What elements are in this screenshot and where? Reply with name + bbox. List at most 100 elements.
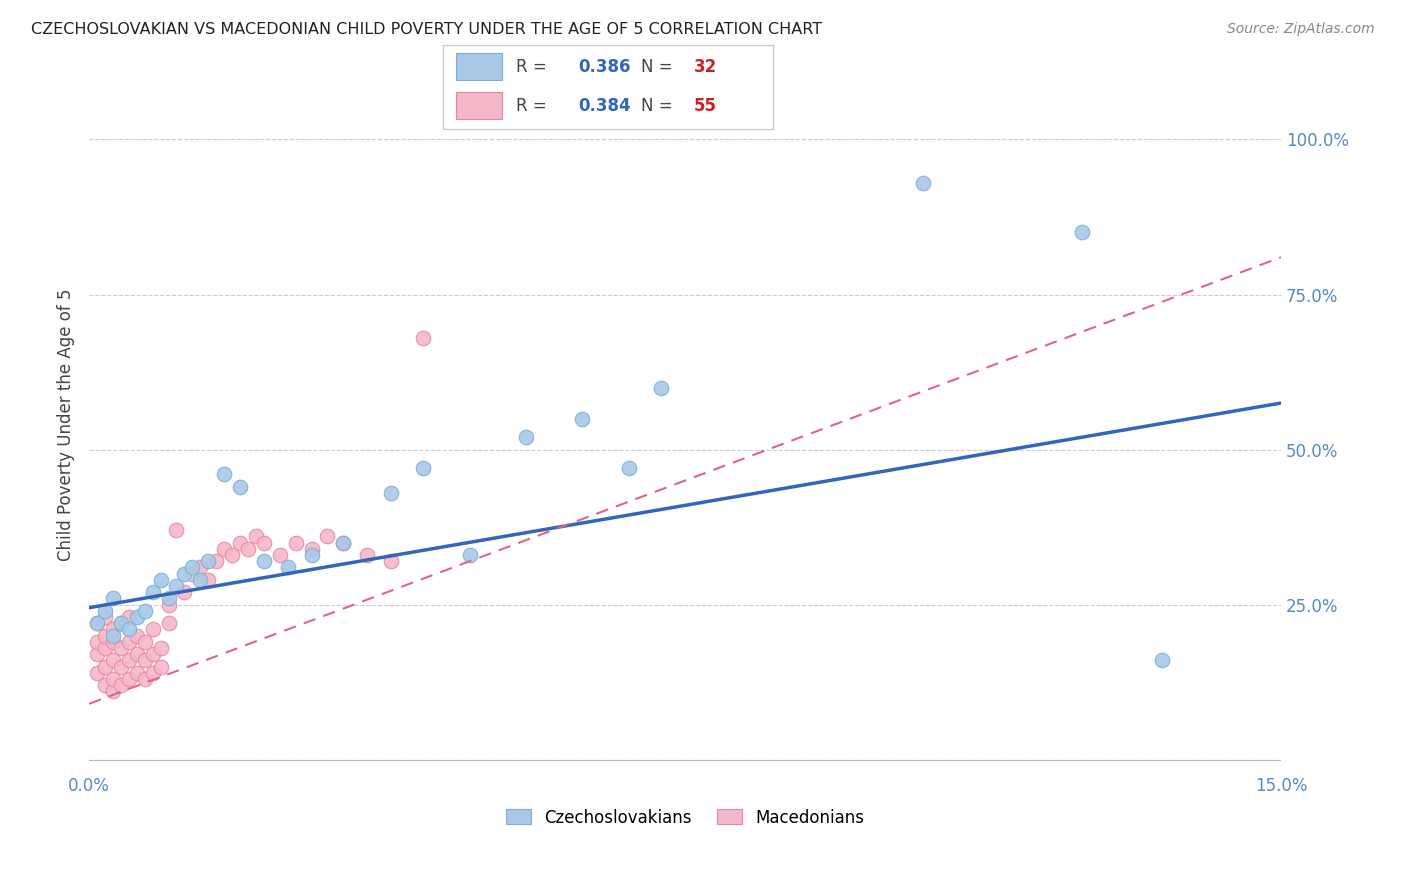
Point [94, 629, 117, 643]
Point [515, 430, 537, 444]
Point [650, 380, 672, 394]
Point [460, 548, 482, 562]
Point [380, 486, 402, 500]
Point [181, 560, 204, 574]
Point [94, 678, 117, 692]
Point [149, 640, 172, 655]
Point [236, 541, 259, 556]
Point [134, 635, 156, 649]
Point [94, 659, 117, 673]
Point [188, 573, 211, 587]
Legend: Czechoslovakians, Macedonians: Czechoslovakians, Macedonians [499, 802, 870, 833]
Text: Source: ZipAtlas.com: Source: ZipAtlas.com [1227, 22, 1375, 37]
Point [101, 653, 124, 667]
Point [412, 331, 434, 345]
Point [212, 467, 235, 482]
Point [101, 591, 124, 606]
Point [149, 659, 172, 673]
Y-axis label: Child Poverty Under the Age of 5: Child Poverty Under the Age of 5 [58, 288, 75, 561]
Point [166, 579, 188, 593]
Text: CZECHOSLOVAKIAN VS MACEDONIAN CHILD POVERTY UNDER THE AGE OF 5 CORRELATION CHART: CZECHOSLOVAKIAN VS MACEDONIAN CHILD POVE… [31, 22, 823, 37]
Point [301, 548, 323, 562]
Point [619, 461, 641, 475]
Point [118, 653, 141, 667]
Point [221, 548, 243, 562]
Text: 32: 32 [695, 58, 717, 76]
Text: 0.384: 0.384 [578, 96, 631, 114]
FancyBboxPatch shape [456, 54, 502, 80]
Text: R =: R = [516, 96, 551, 114]
Point [110, 640, 132, 655]
Point [301, 541, 323, 556]
Point [125, 647, 148, 661]
Point [157, 616, 180, 631]
Point [157, 591, 180, 606]
Point [110, 616, 132, 631]
Point [173, 585, 195, 599]
Point [1071, 226, 1094, 240]
Point [284, 535, 307, 549]
Text: N =: N = [641, 96, 678, 114]
Point [912, 176, 935, 190]
Point [142, 585, 165, 599]
Point [125, 665, 148, 680]
Point [197, 554, 219, 568]
Point [181, 566, 204, 581]
Point [94, 610, 117, 624]
Point [157, 598, 180, 612]
Point [86, 635, 108, 649]
Point [101, 672, 124, 686]
Point [571, 411, 593, 425]
Point [86, 616, 108, 631]
Point [94, 604, 117, 618]
Text: 55: 55 [695, 96, 717, 114]
Point [86, 616, 108, 631]
Text: 0.386: 0.386 [578, 58, 631, 76]
Point [316, 529, 339, 543]
Point [101, 684, 124, 698]
Point [118, 672, 141, 686]
Point [134, 672, 156, 686]
Point [134, 604, 156, 618]
Point [149, 573, 172, 587]
Point [1150, 653, 1173, 667]
Point [110, 678, 132, 692]
Point [229, 535, 252, 549]
Point [101, 635, 124, 649]
Point [332, 535, 354, 549]
Point [134, 653, 156, 667]
Point [253, 554, 276, 568]
Point [101, 623, 124, 637]
Point [229, 480, 252, 494]
Point [166, 523, 188, 537]
Point [110, 659, 132, 673]
Point [118, 610, 141, 624]
Text: R =: R = [516, 58, 551, 76]
Point [86, 647, 108, 661]
Point [197, 573, 219, 587]
Point [118, 623, 141, 637]
Point [94, 640, 117, 655]
Point [380, 554, 402, 568]
FancyBboxPatch shape [456, 92, 502, 120]
Point [125, 629, 148, 643]
Point [173, 566, 195, 581]
Point [142, 647, 165, 661]
Point [142, 623, 165, 637]
Point [212, 541, 235, 556]
Point [86, 665, 108, 680]
Point [188, 560, 211, 574]
Text: N =: N = [641, 58, 678, 76]
Point [101, 629, 124, 643]
Point [269, 548, 291, 562]
Point [245, 529, 267, 543]
Point [356, 548, 378, 562]
Point [125, 610, 148, 624]
Point [110, 616, 132, 631]
Point [205, 554, 228, 568]
Point [412, 461, 434, 475]
Point [118, 635, 141, 649]
Point [142, 665, 165, 680]
Point [277, 560, 299, 574]
Point [332, 535, 354, 549]
